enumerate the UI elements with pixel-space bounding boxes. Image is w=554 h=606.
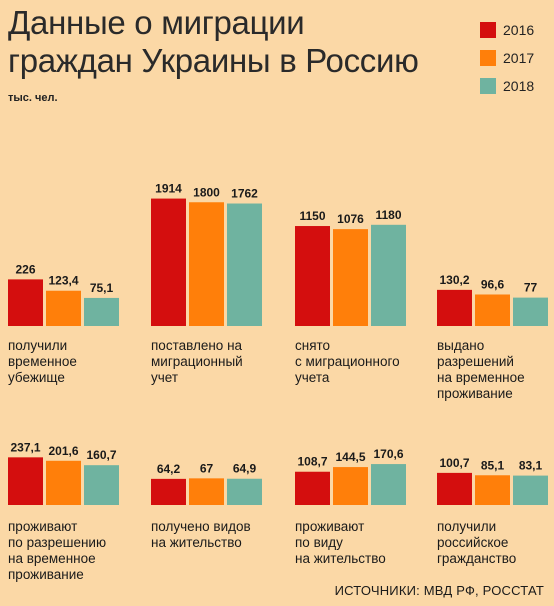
category-label-5: проживают по разрешению на временное про…	[8, 519, 107, 582]
value-label-6-2016: 64,2	[157, 462, 181, 476]
bar-2-2018	[227, 203, 262, 326]
category-label-7: проживают по виду на жительство	[295, 519, 386, 566]
legend-label-2016: 2016	[503, 22, 535, 38]
bar-8-2018	[513, 475, 548, 505]
legend-swatch-2018	[480, 78, 496, 94]
value-label-3-2017: 1076	[337, 212, 364, 226]
bar-3-2016	[295, 226, 330, 326]
chart-title: Данные о миграции граждан Украины в Росси…	[8, 4, 419, 79]
value-label-2-2016: 1914	[155, 182, 182, 196]
bar-4-2017	[475, 294, 510, 326]
bar-4-2016	[437, 289, 472, 326]
bar-5-2018	[84, 465, 119, 505]
legend-item-2017: 2017	[480, 44, 534, 72]
value-label-3-2016: 1150	[299, 209, 325, 223]
bar-7-2017	[333, 467, 368, 505]
value-label-6-2018: 64,9	[233, 462, 257, 476]
legend-item-2016: 2016	[480, 16, 534, 44]
bar-7-2018	[371, 464, 406, 505]
value-label-2-2017: 1800	[193, 185, 220, 199]
bar-1-2017	[46, 290, 81, 326]
bar-2-2016	[151, 198, 186, 326]
bar-7-2016	[295, 471, 330, 505]
bar-1-2016	[8, 279, 43, 326]
value-label-4-2016: 130,2	[439, 273, 469, 287]
bar-2-2017	[189, 202, 224, 326]
bar-6-2017	[189, 478, 224, 505]
value-label-2-2018: 1762	[231, 187, 258, 201]
value-label-8-2018: 83,1	[519, 459, 543, 473]
value-label-3-2018: 1180	[375, 208, 401, 222]
value-label-7-2017: 144,5	[335, 450, 365, 464]
unit-label: тыс. чел.	[8, 92, 58, 104]
legend-label-2018: 2018	[503, 78, 535, 94]
bar-3-2018	[371, 224, 406, 326]
value-label-4-2017: 96,6	[481, 277, 505, 291]
legend: 2016 2017 2018	[480, 16, 534, 100]
bar-4-2018	[513, 297, 548, 326]
bar-6-2016	[151, 478, 186, 505]
legend-label-2017: 2017	[503, 50, 535, 66]
category-label-2: поставлено на миграционный учет	[151, 338, 243, 385]
value-label-6-2017: 67	[200, 461, 214, 475]
bar-5-2017	[46, 460, 81, 505]
value-label-8-2017: 85,1	[481, 458, 505, 472]
value-label-5-2016: 237,1	[10, 440, 40, 454]
value-label-4-2018: 77	[524, 281, 538, 295]
category-label-8: получили российское гражданство	[437, 519, 517, 566]
category-label-4: выдано разрешений на временное проживани…	[437, 338, 525, 401]
category-label-3: снято с миграционного учета	[295, 338, 400, 385]
category-label-1: получили временное убежище	[8, 338, 77, 385]
value-label-5-2017: 201,6	[48, 444, 78, 458]
value-label-1-2017: 123,4	[48, 274, 78, 288]
value-label-7-2016: 108,7	[297, 455, 327, 469]
bar-5-2016	[8, 457, 43, 505]
legend-swatch-2017	[480, 50, 496, 66]
value-label-1-2016: 226	[15, 262, 35, 276]
bar-1-2018	[84, 297, 119, 326]
legend-item-2018: 2018	[480, 72, 534, 100]
bar-8-2016	[437, 472, 472, 505]
source-note: ИСТОЧНИКИ: МВД РФ, РОССТАТ	[334, 583, 544, 598]
value-label-7-2018: 170,6	[373, 447, 403, 461]
value-label-8-2016: 100,7	[439, 456, 469, 470]
bar-8-2017	[475, 475, 510, 505]
value-label-1-2018: 75,1	[90, 281, 114, 295]
bar-3-2017	[333, 229, 368, 326]
value-label-5-2018: 160,7	[86, 448, 116, 462]
category-label-6: получено видов на жительство	[151, 519, 251, 550]
legend-swatch-2016	[480, 22, 496, 38]
bar-6-2018	[227, 478, 262, 505]
